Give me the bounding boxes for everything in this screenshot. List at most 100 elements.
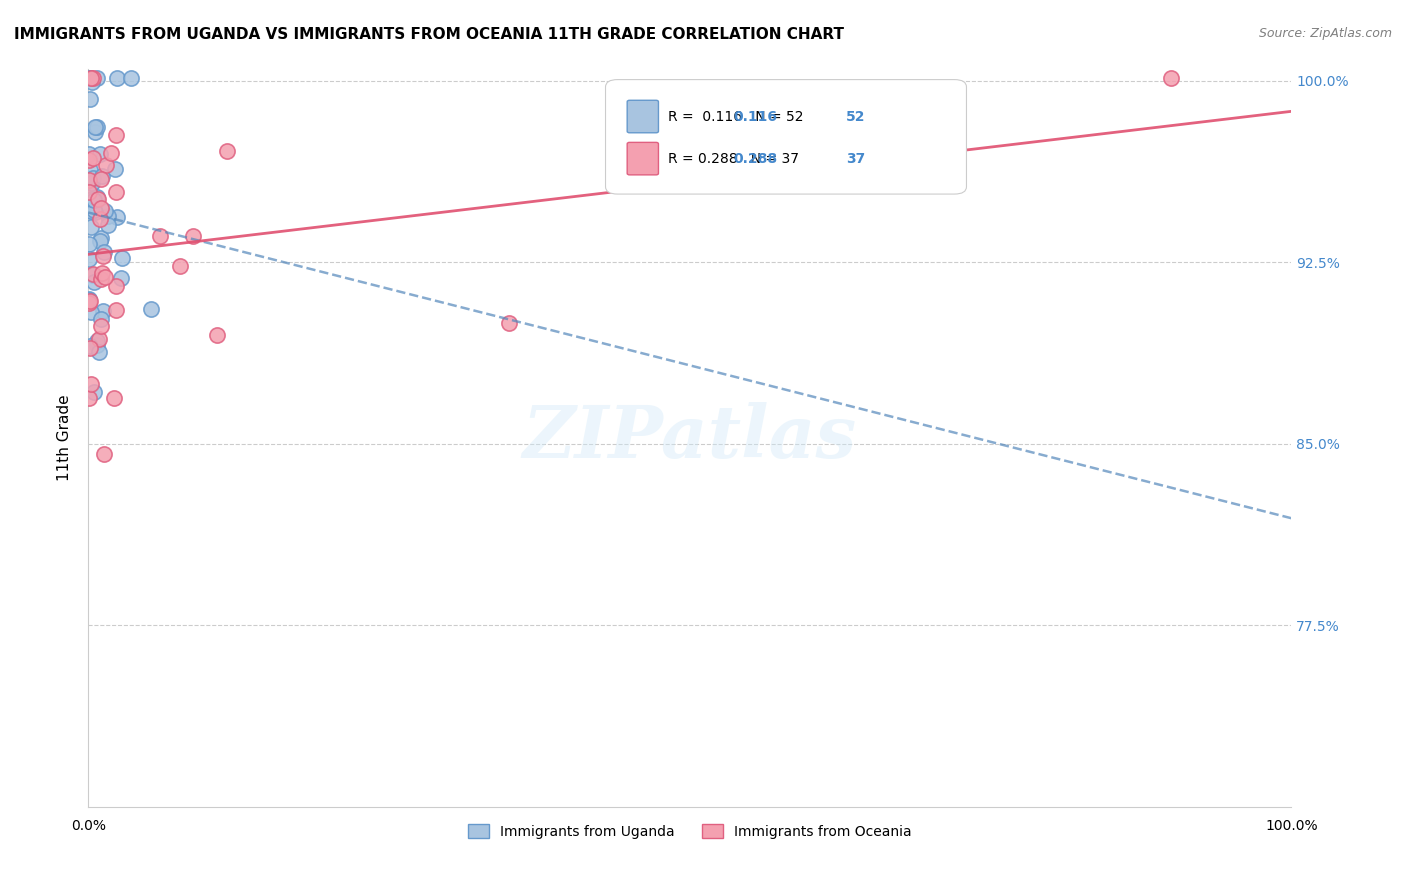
Point [498,316,520,330]
Point [80,220,103,235]
Point [105,71,128,86]
Point [91,266,114,280]
Point [83,120,105,134]
Point [79,236,101,251]
Point [89,235,111,249]
Point [110,270,132,285]
Point [111,251,134,265]
Point [91,169,114,184]
Point [86,190,108,204]
Point [104,128,127,142]
Point [89,344,111,359]
Point [87,192,110,206]
Text: 0.0%: 0.0% [70,819,105,833]
Point [181,228,204,243]
Point [79,305,101,319]
Point [79,71,101,86]
Point [80,204,103,219]
Point [89,147,111,161]
FancyBboxPatch shape [627,100,658,133]
Point [79,292,101,306]
Point [79,293,101,307]
Point [105,210,128,224]
Point [79,294,101,309]
Point [141,302,163,317]
Point [86,338,108,352]
Point [83,202,105,217]
Point [86,334,108,348]
Point [80,74,103,88]
Text: 37: 37 [846,152,866,166]
FancyBboxPatch shape [627,143,658,175]
Point [90,231,112,245]
Point [104,161,127,176]
Point [79,163,101,178]
Text: 52: 52 [846,110,866,123]
Point [89,212,111,227]
FancyBboxPatch shape [606,79,966,194]
Point [79,392,101,406]
Point [91,304,114,318]
Text: IMMIGRANTS FROM UGANDA VS IMMIGRANTS FROM OCEANIA 11TH GRADE CORRELATION CHART: IMMIGRANTS FROM UGANDA VS IMMIGRANTS FRO… [14,27,844,42]
Text: 0.288: 0.288 [733,152,778,166]
Point [91,249,114,263]
Point [79,178,101,192]
Point [80,71,103,86]
Point [82,267,104,281]
Point [79,296,101,310]
Point [205,328,228,343]
Text: 0.116: 0.116 [733,110,778,123]
Point [93,270,115,285]
Text: Source: ZipAtlas.com: Source: ZipAtlas.com [1258,27,1392,40]
Point [121,71,143,86]
Point [86,71,108,86]
Point [104,278,127,293]
Point [96,158,118,172]
Point [79,146,101,161]
Point [80,376,103,391]
Point [86,120,108,134]
Point [84,205,107,219]
Point [79,252,101,267]
Point [80,192,103,206]
Point [79,153,101,167]
Point [79,71,101,86]
Point [79,186,101,200]
Point [79,341,101,355]
Point [80,177,103,191]
Point [79,174,101,188]
Point [82,171,104,186]
Point [217,144,239,158]
Point [89,272,111,286]
Point [89,332,111,346]
Point [104,303,127,318]
Point [90,311,112,326]
Point [82,151,104,165]
Point [90,318,112,333]
Point [93,244,115,259]
Point [93,447,115,461]
Point [79,92,101,106]
Point [79,173,101,187]
Text: R = 0.288   N = 37: R = 0.288 N = 37 [668,152,799,166]
Point [82,71,104,86]
Point [79,339,101,353]
Point [97,218,120,232]
Point [90,171,112,186]
Point [84,125,107,139]
Y-axis label: 11th Grade: 11th Grade [58,394,72,481]
Point [104,185,127,199]
Text: ZIPatlas: ZIPatlas [523,402,856,474]
Text: R =  0.116   N = 52: R = 0.116 N = 52 [668,110,804,123]
Point [169,260,191,274]
Point [79,186,101,200]
Point [83,385,105,400]
Point [83,276,105,290]
Point [94,204,117,219]
Point [103,391,125,405]
Point [96,210,118,224]
Point [79,202,101,217]
Point [83,193,105,207]
Point [149,229,172,244]
Point [90,201,112,215]
